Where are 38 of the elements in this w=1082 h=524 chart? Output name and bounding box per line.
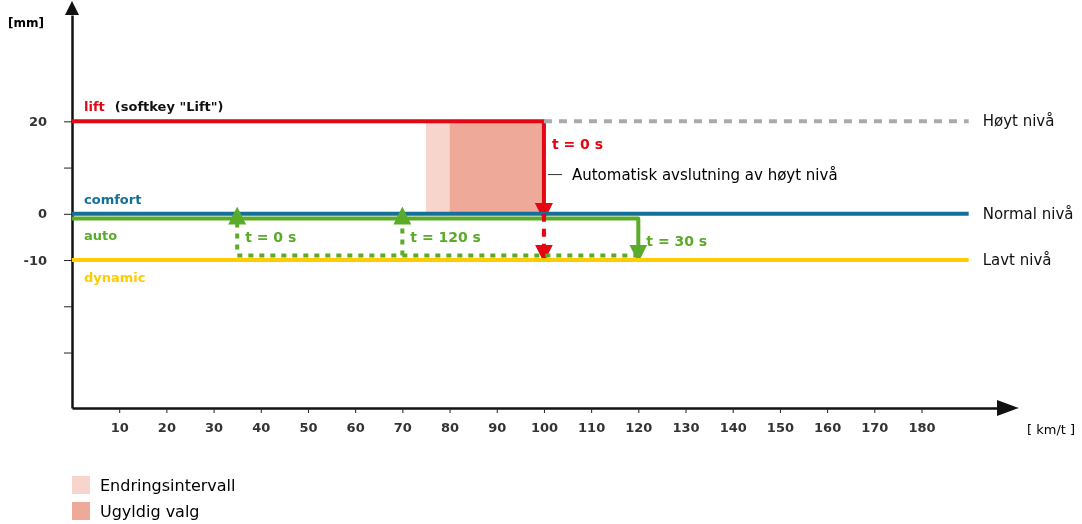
- y-tick-label: 20: [28, 114, 47, 129]
- series-label: comfort: [84, 191, 142, 207]
- x-tick-label: 110: [578, 419, 606, 435]
- annotation: t = 0 s: [551, 136, 604, 153]
- x-tick-label: 150: [766, 419, 794, 435]
- annotation: Høyt nivå: [982, 112, 1055, 131]
- x-tick-label: 30: [205, 419, 224, 435]
- x-tick-label: 140: [719, 419, 747, 435]
- series-label: dynamic: [84, 270, 146, 286]
- annotation: t = 30 s: [646, 233, 708, 250]
- x-tick-label: 50: [299, 419, 318, 435]
- x-tick-label: 160: [814, 419, 842, 435]
- series-label: lift: [84, 99, 105, 115]
- annotation: Lavt nivå: [982, 251, 1052, 270]
- x-tick-label: 10: [110, 419, 129, 435]
- legend-label: Ugyldig valg: [100, 502, 200, 521]
- annotation: t = 0 s: [245, 228, 297, 245]
- x-tick-label: 60: [346, 419, 365, 435]
- series-label: auto: [84, 228, 118, 244]
- annotation: Normal nivå: [982, 204, 1074, 223]
- x-tick-label: 80: [441, 419, 460, 435]
- x-tick-label: 20: [157, 419, 176, 435]
- y-tick-label: 0: [37, 206, 47, 222]
- x-tick-label: 130: [672, 419, 700, 435]
- annotation: Automatisk avslutning av høyt nivå: [571, 165, 838, 184]
- x-tick-label: 170: [861, 419, 889, 435]
- x-tick-label: 100: [530, 419, 559, 435]
- x-tick-label: 70: [393, 419, 412, 435]
- x-tick-label: 40: [252, 419, 271, 435]
- annotation: t = 120 s: [410, 228, 481, 245]
- y-axis-title: [mm]: [8, 16, 44, 30]
- annotation: (softkey "Lift"): [114, 99, 224, 115]
- x-axis-title: [ km/t ]: [1027, 422, 1076, 437]
- x-tick-label: 180: [908, 419, 936, 435]
- x-tick-label: 120: [625, 419, 653, 435]
- x-tick-label: 90: [488, 419, 507, 435]
- y-tick-label: -10: [23, 252, 47, 268]
- legend-label: Endringsintervall: [100, 476, 236, 495]
